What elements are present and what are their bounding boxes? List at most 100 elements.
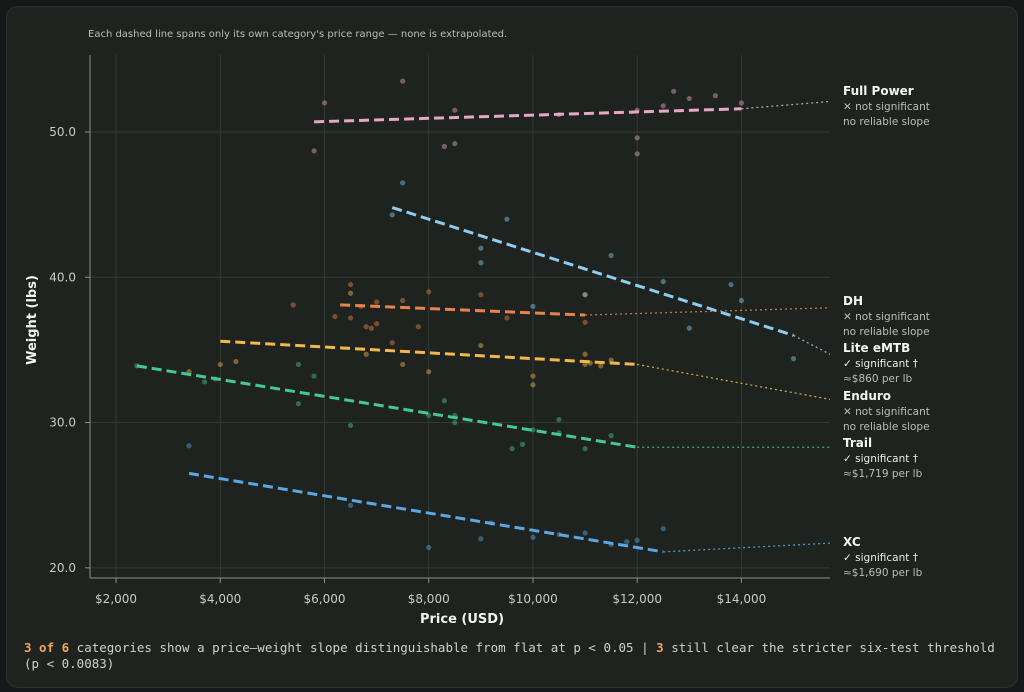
full-power-fit-line [314, 107, 742, 124]
trail-point [441, 398, 447, 404]
enduro-point [217, 361, 223, 368]
x-axis-label: Price (USD) [420, 612, 504, 627]
significant-count: 3 of 6 [24, 640, 70, 655]
y-tick-label: 30.0 [49, 416, 76, 430]
enduro-fit-line [220, 339, 638, 366]
grid [90, 55, 830, 578]
trail-point [509, 446, 515, 452]
dh-point [426, 289, 432, 295]
chart-panel [6, 6, 1018, 688]
enduro-point [400, 361, 406, 368]
dh-label-name: DH [843, 294, 863, 308]
lite-emtb-point [389, 212, 395, 218]
full-power-point [660, 103, 666, 109]
lite-emtb-label-name: Lite eMTB [843, 341, 910, 355]
trail-fit-line [136, 364, 638, 449]
dh-point [347, 281, 354, 288]
trail-point [347, 422, 354, 429]
lite-emtb-point [738, 297, 745, 304]
full-power-point [686, 95, 692, 102]
dh-label-status: ✕ not significant [843, 311, 930, 323]
xc-point [478, 536, 484, 542]
trail-point [519, 441, 526, 447]
enduro-point [426, 369, 432, 375]
dh-point [478, 292, 484, 298]
y-axis-label: Weight (lbs) [25, 275, 40, 365]
xc-label-name: XC [843, 535, 861, 549]
lite-emtb-fit-line [391, 206, 794, 337]
dh-point [582, 292, 588, 298]
trail-point [311, 373, 317, 379]
trail-point [295, 361, 302, 368]
x-tick-label: $14,000 [717, 592, 767, 606]
xc-fit-line [188, 471, 664, 554]
enduro-label-status: ✕ not significant [843, 406, 930, 418]
enduro-point [530, 382, 536, 388]
full-power-label-detail: no reliable slope [843, 116, 930, 128]
enduro-point [530, 373, 536, 379]
dh-label-detail: no reliable slope [843, 326, 930, 338]
xc-label-status: ✓ significant † [843, 552, 918, 564]
dh-point [504, 315, 510, 321]
xc-label-detail: ≈$1,690 per lb [843, 567, 923, 579]
full-power-label-status: ✕ not significant [843, 101, 930, 113]
x-tick-label: $12,000 [612, 592, 662, 606]
full-power-point [634, 151, 640, 157]
lite-emtb-point [790, 356, 797, 362]
trail-point [452, 419, 458, 426]
dh-extrapolation-line [585, 307, 831, 316]
enduro-point [598, 363, 604, 369]
trail-label-detail: ≈$1,719 per lb [843, 468, 923, 480]
enduro-point [363, 351, 369, 357]
dh-point [389, 340, 395, 346]
x-tick-label: $4,000 [199, 592, 241, 606]
trail-label-name: Trail [843, 436, 872, 450]
xc-point [426, 544, 432, 551]
fit-lines [136, 100, 831, 554]
full-power-point [452, 107, 458, 113]
dh-point [582, 319, 588, 325]
enduro-point [582, 361, 588, 368]
full-power-point [738, 100, 745, 106]
full-power-point [441, 143, 447, 150]
lite-emtb-point [728, 281, 734, 288]
full-power-point [321, 100, 328, 106]
lite-emtb-point [400, 180, 406, 186]
enduro-point [233, 358, 239, 365]
enduro-point [582, 351, 588, 357]
chart-annotation: Each dashed line spans only its own cate… [88, 29, 507, 40]
trail-point [530, 427, 536, 433]
xc-point [660, 526, 666, 532]
full-power-point [311, 148, 317, 154]
enduro-point [347, 290, 354, 296]
x-tick-label: $10,000 [508, 592, 558, 606]
lite-emtb-point [530, 303, 536, 309]
lite-emtb-label-status: ✓ significant † [843, 358, 918, 370]
lite-emtb-extrapolation-line [793, 334, 831, 355]
footer-text-b: still clear the stricter six-test thresh… [24, 640, 995, 671]
dh-point [415, 324, 421, 330]
series-labels: Full Power ✕ not significant no reliable s… [843, 84, 930, 579]
xc-point [634, 537, 640, 543]
lite-emtb-point [660, 279, 666, 285]
trail-point [582, 446, 588, 452]
trail-point [295, 401, 302, 407]
dh-point [368, 325, 375, 331]
data-points [134, 78, 797, 551]
full-power-point [671, 88, 677, 94]
dh-point [347, 315, 354, 321]
footer-text-a: categories show a price–weight slope dis… [69, 640, 657, 655]
xc-point [530, 534, 536, 540]
x-tick-label: $6,000 [304, 592, 346, 606]
dh-point [332, 313, 338, 320]
enduro-extrapolation-line [637, 363, 831, 400]
x-tick-label: $2,000 [95, 592, 137, 606]
trail-point [202, 379, 208, 385]
x-tick-label: $8,000 [408, 592, 450, 606]
lite-emtb-point [686, 325, 692, 331]
lite-emtb-point [478, 245, 484, 251]
lite-emtb-point [478, 260, 484, 266]
xc-point [624, 539, 630, 545]
xc-extrapolation-line [663, 542, 831, 553]
